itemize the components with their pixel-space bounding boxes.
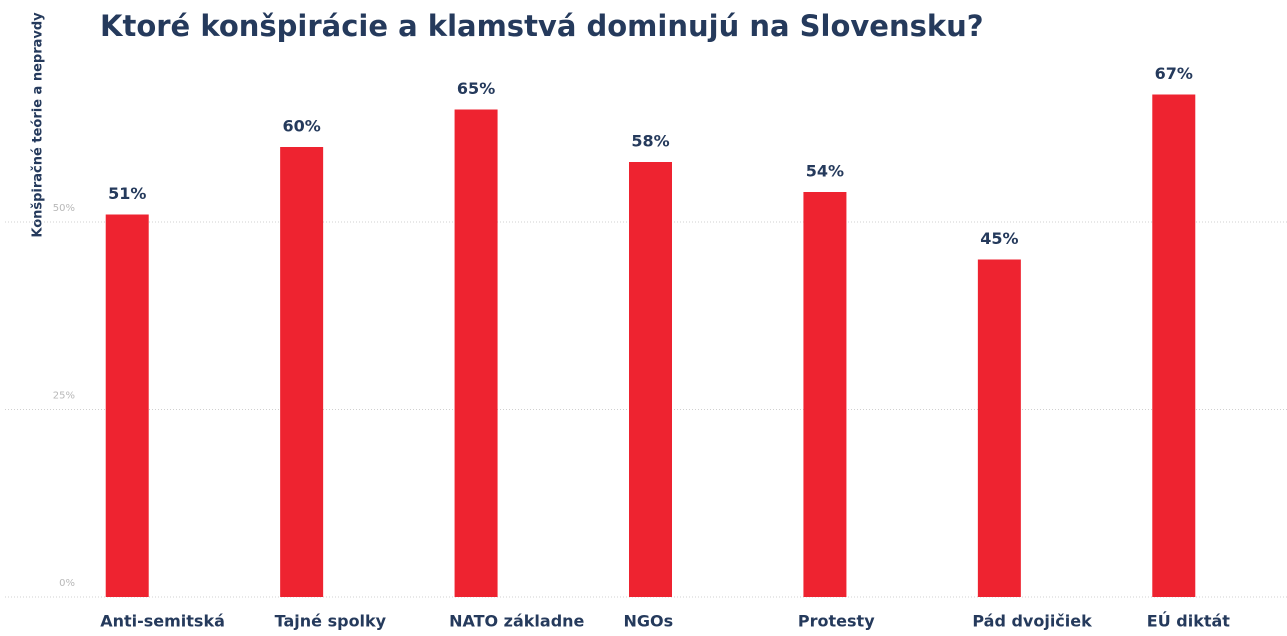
x-tick-label: Tajné spolky [275, 612, 387, 631]
bar [629, 162, 672, 597]
x-tick-label: EÚ diktát [1147, 612, 1231, 631]
bar [803, 192, 847, 597]
x-tick-label: Protesty [798, 612, 875, 631]
x-tick-label: NATO základne [449, 612, 584, 631]
value-label: 54% [806, 162, 844, 181]
x-tick-label: NGOs [624, 612, 674, 631]
value-label: 67% [1155, 64, 1193, 83]
value-label: 60% [282, 117, 320, 136]
y-tick-label: 0% [59, 578, 75, 589]
x-tick-label: Anti-semitská [100, 612, 225, 631]
bar [977, 259, 1021, 597]
bar [280, 147, 324, 597]
x-tick-label: Pád dvojičiek [972, 612, 1092, 631]
y-axis-label: Konšpiračné teórie a nepravdy [31, 12, 46, 238]
y-tick-label: 50% [53, 203, 75, 214]
value-label: 65% [457, 79, 495, 98]
bar [454, 109, 498, 597]
value-label: 45% [980, 229, 1018, 248]
bar [1152, 94, 1196, 597]
bar [105, 214, 149, 597]
value-label: 51% [108, 184, 146, 203]
value-label: 58% [631, 132, 669, 151]
chart-title: Ktoré konšpirácie a klamstvá dominujú na… [100, 9, 984, 43]
y-tick-label: 25% [53, 391, 75, 402]
